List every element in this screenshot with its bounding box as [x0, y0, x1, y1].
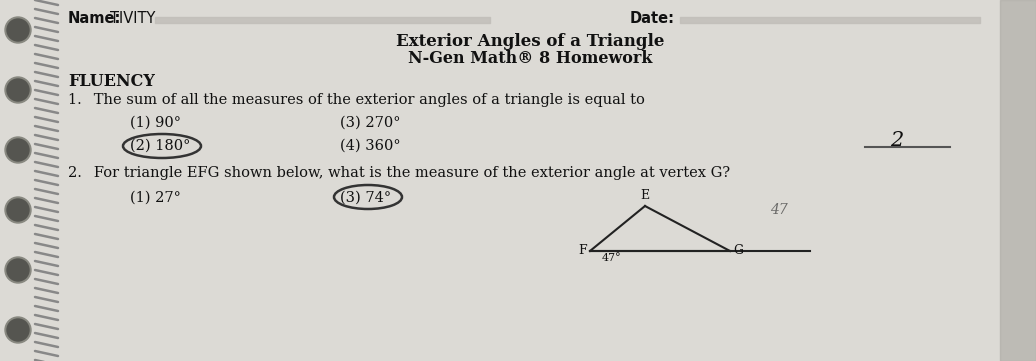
Text: (1) 27°: (1) 27° [130, 191, 181, 205]
Text: 2: 2 [890, 131, 903, 150]
Text: 1.  The sum of all the measures of the exterior angles of a triangle is equal to: 1. The sum of all the measures of the ex… [68, 93, 644, 107]
Circle shape [7, 259, 29, 281]
Text: 47: 47 [770, 203, 787, 217]
Text: Name:: Name: [68, 11, 121, 26]
Text: E: E [640, 189, 650, 202]
Text: (2) 180°: (2) 180° [130, 139, 191, 153]
Text: 47°: 47° [602, 253, 622, 263]
Text: (4) 360°: (4) 360° [340, 139, 401, 153]
Circle shape [5, 197, 31, 223]
Text: 2.  For triangle EFG shown below, what is the measure of the exterior angle at v: 2. For triangle EFG shown below, what is… [68, 166, 730, 180]
Circle shape [7, 79, 29, 101]
Text: (1) 90°: (1) 90° [130, 116, 181, 130]
Circle shape [7, 139, 29, 161]
Text: N-Gen Math® 8 Homework: N-Gen Math® 8 Homework [408, 50, 653, 67]
Circle shape [5, 257, 31, 283]
Text: TIVITY: TIVITY [110, 11, 155, 26]
Text: G: G [733, 244, 743, 257]
Circle shape [5, 17, 31, 43]
Circle shape [5, 137, 31, 163]
Text: (3) 74°: (3) 74° [340, 191, 392, 205]
Circle shape [5, 317, 31, 343]
Text: FLUENCY: FLUENCY [68, 73, 154, 90]
Text: Exterior Angles of a Triangle: Exterior Angles of a Triangle [396, 33, 664, 50]
Circle shape [7, 19, 29, 41]
Text: Date:: Date: [630, 11, 675, 26]
Circle shape [7, 199, 29, 221]
Circle shape [5, 77, 31, 103]
Circle shape [7, 319, 29, 341]
Text: (3) 270°: (3) 270° [340, 116, 401, 130]
Text: F: F [578, 244, 587, 257]
